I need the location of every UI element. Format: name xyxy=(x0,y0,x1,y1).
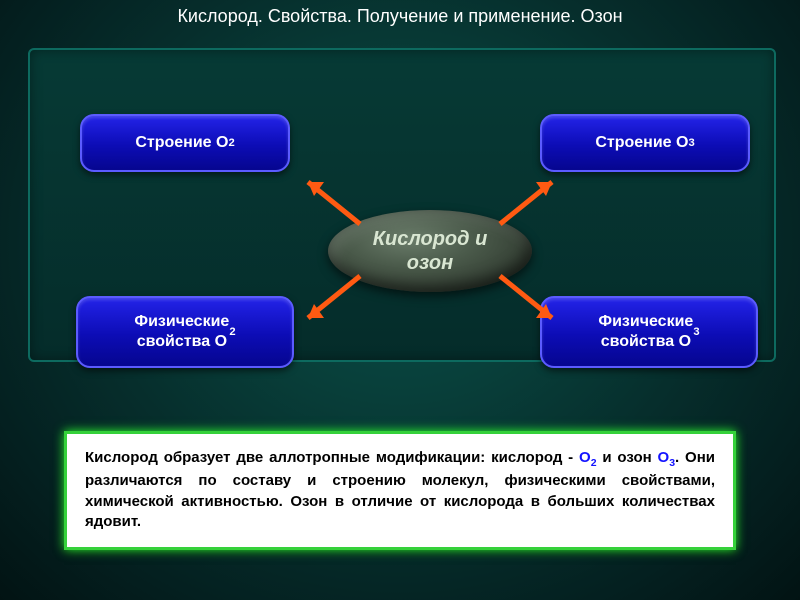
arrow-to-tl xyxy=(294,168,364,228)
center-node: Кислород иозон xyxy=(328,210,532,292)
description-box: Кислород образует две аллотропные модифи… xyxy=(64,431,736,550)
node-top-left[interactable]: Строение O2 xyxy=(80,114,290,172)
node-top-right[interactable]: Строение O3 xyxy=(540,114,750,172)
arrow-to-bl xyxy=(294,272,364,332)
slide-title: Кислород. Свойства. Получение и применен… xyxy=(0,6,800,27)
diagram-frame: Кислород иозон Строение O2 Строение O3 Ф… xyxy=(28,48,776,362)
arrow-to-tr xyxy=(496,168,566,228)
slide: Кислород. Свойства. Получение и применен… xyxy=(0,0,800,600)
node-bottom-right[interactable]: Физическиесвойства O3 xyxy=(540,296,758,368)
node-bottom-left[interactable]: Физическиесвойства O2 xyxy=(76,296,294,368)
